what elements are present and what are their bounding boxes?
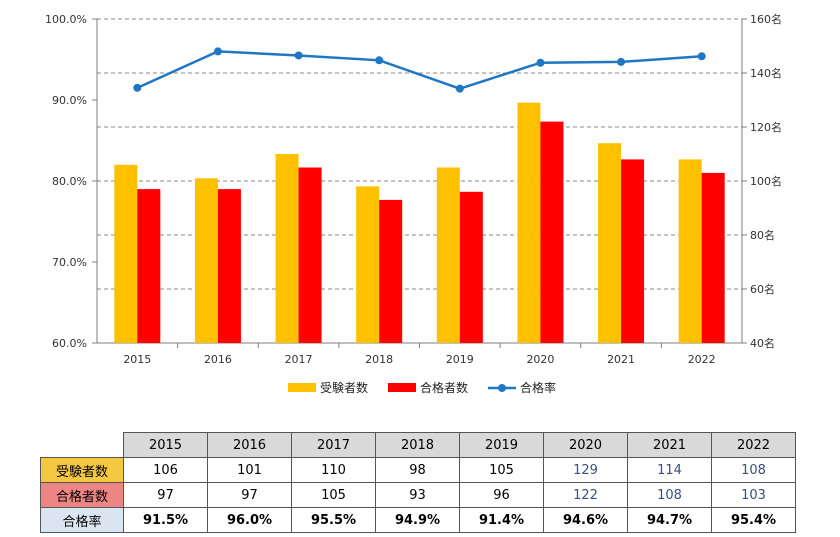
table-cell: 105 — [459, 457, 544, 483]
year-header: 2015 — [123, 432, 208, 458]
pass-rate-point — [536, 58, 545, 67]
table-cell: 103 — [711, 482, 796, 508]
bar-passers — [621, 159, 645, 343]
left-axis-tick-label: 90.0% — [52, 94, 87, 107]
table-cell: 91.4% — [459, 507, 544, 533]
pass-rate-point — [133, 83, 142, 92]
bar-applicants — [356, 186, 380, 343]
data-table: 2015 2016 2017 2018 2019 2020 2021 2022 … — [40, 432, 796, 533]
table-row-applicants: 受験者数 106 101 110 98 105 129 114 108 — [40, 457, 796, 483]
legend-label: 受験者数 — [320, 380, 368, 395]
table-cell: 96.0% — [207, 507, 292, 533]
x-axis-tick-label: 2015 — [123, 353, 151, 366]
table-cell: 91.5% — [123, 507, 208, 533]
bar-passers — [701, 172, 725, 343]
x-axis-tick-label: 2018 — [365, 353, 393, 366]
table-cell: 101 — [207, 457, 292, 483]
bar-applicants — [598, 143, 622, 343]
bar-passers — [298, 167, 322, 343]
x-axis-tick-label: 2021 — [607, 353, 635, 366]
bar-applicants — [275, 154, 299, 343]
right-axis-tick-label: 140名 — [750, 66, 782, 80]
pass-rate-point — [375, 56, 384, 65]
combo-chart: 60.0% 70.0% 80.0% 90.0% 100.0% 40名 60名 80名 100名 1… — [45, 12, 782, 395]
table-cell: 94.9% — [375, 507, 460, 533]
table-cell: 129 — [543, 457, 628, 483]
bar-passers — [379, 199, 403, 343]
pass-rate-point — [294, 51, 303, 60]
year-header: 2019 — [459, 432, 544, 458]
pass-rate-point — [213, 47, 222, 56]
table-cell: 97 — [207, 482, 292, 508]
table-header-row: 2015 2016 2017 2018 2019 2020 2021 2022 — [41, 432, 796, 458]
bar-applicants — [678, 159, 702, 343]
bar-applicants — [194, 178, 218, 343]
table-cell: 106 — [123, 457, 208, 483]
year-header: 2018 — [375, 432, 460, 458]
year-header: 2016 — [207, 432, 292, 458]
table-cell: 108 — [627, 482, 712, 508]
year-header: 2017 — [291, 432, 376, 458]
legend-label: 合格者数 — [420, 380, 468, 395]
table-corner — [41, 433, 124, 458]
left-axis-tick-label: 100.0% — [45, 13, 87, 26]
right-axis-tick-label: 120名 — [750, 120, 782, 134]
right-axis-tick-label: 60名 — [750, 282, 775, 296]
bar-applicants — [517, 102, 541, 343]
legend-swatch-applicants — [288, 383, 316, 392]
year-header: 2021 — [627, 432, 712, 458]
legend-swatch-passers — [388, 383, 416, 392]
left-axis-tick-label: 60.0% — [52, 337, 87, 350]
bar-applicants — [114, 164, 138, 343]
pass-rate-point — [617, 57, 626, 66]
table-cell: 95.5% — [291, 507, 376, 533]
pass-rate-line — [136, 50, 702, 90]
x-axis-tick-label: 2019 — [446, 353, 474, 366]
table-cell: 122 — [543, 482, 628, 508]
table-cell: 95.4% — [711, 507, 796, 533]
left-axis-tick-label: 70.0% — [52, 256, 87, 269]
right-axis-tick-label: 160名 — [750, 12, 782, 26]
left-axis-tick-label: 80.0% — [52, 175, 87, 188]
table-cell: 110 — [291, 457, 376, 483]
table-cell: 98 — [375, 457, 460, 483]
x-axis-tick-label: 2016 — [204, 353, 232, 366]
table-cell: 96 — [459, 482, 544, 508]
bar-passers — [137, 189, 161, 343]
legend-label: 合格率 — [520, 380, 556, 395]
table-cell: 97 — [123, 482, 208, 508]
x-axis-tick-label: 2017 — [285, 353, 313, 366]
x-axis-tick-label: 2022 — [688, 353, 716, 366]
table-cell: 93 — [375, 482, 460, 508]
table-row-rate: 合格率 91.5% 96.0% 95.5% 94.9% 91.4% 94.6% … — [40, 507, 796, 533]
legend-swatch-rate-point — [498, 384, 506, 392]
table-row-passers: 合格者数 97 97 105 93 96 122 108 103 — [40, 482, 796, 508]
bar-passers — [217, 189, 241, 343]
right-axis-tick-label: 40名 — [750, 336, 775, 350]
bar-passers — [459, 191, 483, 343]
bar-applicants — [436, 167, 460, 343]
right-axis-tick-label: 80名 — [750, 228, 775, 242]
year-header: 2020 — [543, 432, 628, 458]
row-label-rate: 合格率 — [40, 507, 124, 533]
x-axis-tick-label: 2020 — [526, 353, 554, 366]
table-cell: 114 — [627, 457, 712, 483]
pass-rate-point — [455, 84, 464, 93]
row-label-passers: 合格者数 — [40, 482, 124, 508]
row-label-applicants: 受験者数 — [40, 457, 124, 483]
pass-rate-point — [697, 52, 706, 61]
table-cell: 105 — [291, 482, 376, 508]
year-header: 2022 — [711, 432, 796, 458]
right-axis-tick-label: 100名 — [750, 174, 782, 188]
table-cell: 94.7% — [627, 507, 712, 533]
table-cell: 94.6% — [543, 507, 628, 533]
bar-passers — [540, 121, 564, 343]
table-cell: 108 — [711, 457, 796, 483]
